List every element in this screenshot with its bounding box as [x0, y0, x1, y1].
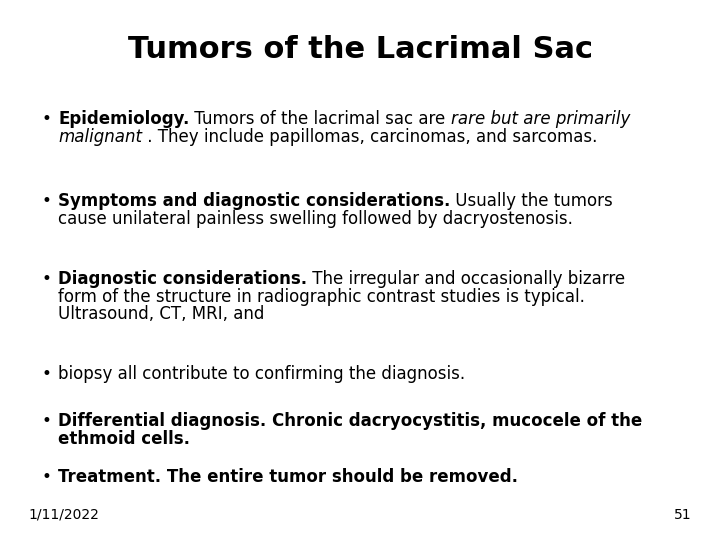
Text: •: •: [42, 270, 52, 288]
Text: malignant: malignant: [58, 127, 142, 145]
Text: Symptoms and diagnostic considerations.: Symptoms and diagnostic considerations.: [58, 192, 451, 210]
Text: 1/11/2022: 1/11/2022: [28, 508, 99, 522]
Text: rare but are primarily: rare but are primarily: [451, 110, 630, 128]
Text: •: •: [42, 365, 52, 383]
Text: Tumors of the Lacrimal Sac: Tumors of the Lacrimal Sac: [127, 35, 593, 64]
Text: Ultrasound, CT, MRI, and: Ultrasound, CT, MRI, and: [58, 305, 264, 323]
Text: Treatment. The entire tumor should be removed.: Treatment. The entire tumor should be re…: [58, 468, 518, 486]
Text: cause unilateral painless swelling followed by dacryostenosis.: cause unilateral painless swelling follo…: [58, 210, 573, 227]
Text: Epidemiology.: Epidemiology.: [58, 110, 189, 128]
Text: •: •: [42, 110, 52, 128]
Text: Tumors of the lacrimal sac are: Tumors of the lacrimal sac are: [189, 110, 451, 128]
Text: Differential diagnosis. Chronic dacryocystitis, mucocele of the: Differential diagnosis. Chronic dacryocy…: [58, 412, 642, 430]
Text: biopsy all contribute to confirming the diagnosis.: biopsy all contribute to confirming the …: [58, 365, 465, 383]
Text: •: •: [42, 468, 52, 486]
Text: . They include papillomas, carcinomas, and sarcomas.: . They include papillomas, carcinomas, a…: [142, 127, 598, 145]
Text: form of the structure in radiographic contrast studies is typical.: form of the structure in radiographic co…: [58, 287, 585, 306]
Text: ethmoid cells.: ethmoid cells.: [58, 429, 190, 448]
Text: Usually the tumors: Usually the tumors: [451, 192, 613, 210]
Text: Diagnostic considerations.: Diagnostic considerations.: [58, 270, 307, 288]
Text: •: •: [42, 192, 52, 210]
Text: The irregular and occasionally bizarre: The irregular and occasionally bizarre: [307, 270, 625, 288]
Text: •: •: [42, 412, 52, 430]
Text: 51: 51: [675, 508, 692, 522]
